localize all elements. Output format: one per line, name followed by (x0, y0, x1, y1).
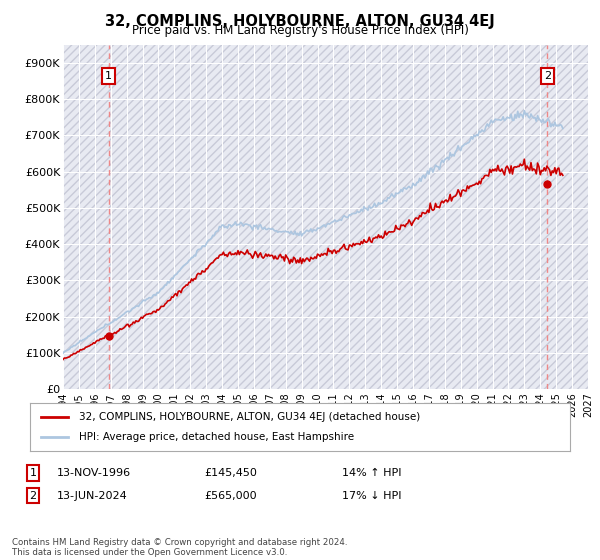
Text: 13-JUN-2024: 13-JUN-2024 (57, 491, 128, 501)
Text: 13-NOV-1996: 13-NOV-1996 (57, 468, 131, 478)
Text: Price paid vs. HM Land Registry's House Price Index (HPI): Price paid vs. HM Land Registry's House … (131, 24, 469, 37)
Text: 17% ↓ HPI: 17% ↓ HPI (342, 491, 401, 501)
Text: 14% ↑ HPI: 14% ↑ HPI (342, 468, 401, 478)
Text: 2: 2 (544, 71, 551, 81)
Text: 32, COMPLINS, HOLYBOURNE, ALTON, GU34 4EJ (detached house): 32, COMPLINS, HOLYBOURNE, ALTON, GU34 4E… (79, 412, 420, 422)
Text: £565,000: £565,000 (204, 491, 257, 501)
Text: 32, COMPLINS, HOLYBOURNE, ALTON, GU34 4EJ: 32, COMPLINS, HOLYBOURNE, ALTON, GU34 4E… (105, 14, 495, 29)
Text: HPI: Average price, detached house, East Hampshire: HPI: Average price, detached house, East… (79, 432, 354, 442)
Text: 2: 2 (29, 491, 37, 501)
Text: Contains HM Land Registry data © Crown copyright and database right 2024.
This d: Contains HM Land Registry data © Crown c… (12, 538, 347, 557)
Text: 1: 1 (29, 468, 37, 478)
Text: 1: 1 (105, 71, 112, 81)
Text: £145,450: £145,450 (204, 468, 257, 478)
